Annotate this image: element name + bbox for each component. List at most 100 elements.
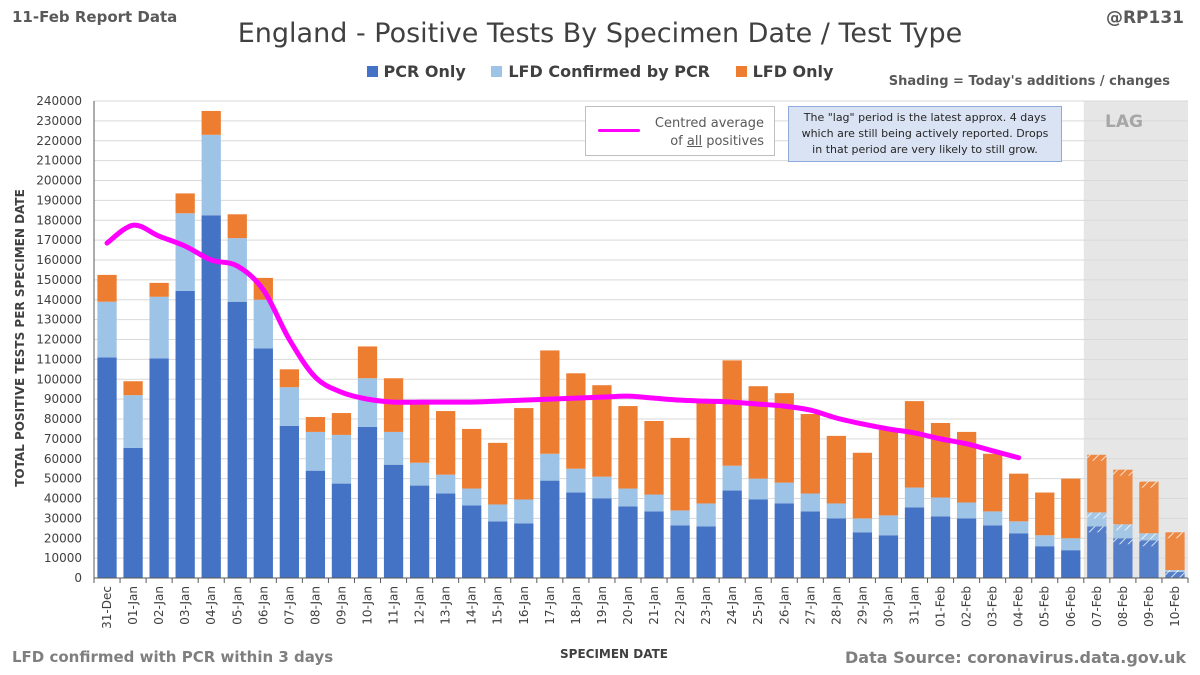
bar-lfd-confirmed — [670, 510, 690, 526]
chart-title: England - Positive Tests By Specimen Dat… — [237, 18, 963, 49]
bar-lfd-confirmed — [800, 493, 820, 512]
bar-pcr — [149, 358, 169, 578]
bar-lfd-only — [930, 422, 951, 498]
x-tick-label: 06-Feb — [1064, 586, 1078, 627]
x-tick-label: 26-Jan — [777, 586, 791, 625]
x-tick-label: 01-Feb — [934, 586, 948, 627]
bar-lfd-confirmed — [436, 474, 456, 494]
bar-pcr — [1035, 546, 1055, 578]
x-tick-label: 31-Dec — [100, 586, 114, 629]
y-tick-label: 220000 — [36, 134, 82, 148]
bar-lfd-only — [904, 401, 925, 488]
shading-note: Shading = Today's additions / changes — [888, 74, 1170, 89]
bar-pcr — [97, 357, 117, 578]
bar-pcr — [357, 426, 378, 578]
footnote: LFD confirmed with PCR within 3 days — [12, 648, 334, 666]
bar-pcr — [852, 532, 873, 578]
bar-pcr — [331, 483, 352, 578]
legend-swatch-lfd-confirmed — [491, 66, 503, 77]
legend-swatch-pcr — [366, 66, 378, 77]
bar-lfd-confirmed-change-hatch — [1087, 512, 1107, 519]
bar-pcr — [436, 493, 456, 578]
bar-lfd-only — [97, 274, 117, 302]
bar-lfd-confirmed — [331, 434, 352, 484]
legend-item-lfd-confirmed: LFD Confirmed by PCR — [491, 62, 710, 81]
y-tick-label: 100000 — [36, 372, 82, 386]
bar-pcr — [201, 215, 221, 578]
x-tick-label: 04-Jan — [204, 586, 218, 625]
bar-pcr — [618, 506, 638, 578]
bar-lfd-confirmed-change-hatch — [1139, 533, 1159, 540]
bar-lfd-only — [1139, 481, 1159, 534]
bar-lfd-only — [748, 386, 768, 479]
bar-lfd-confirmed — [514, 499, 534, 524]
bar-lfd-confirmed — [956, 502, 977, 519]
y-tick-label: 240000 — [36, 94, 82, 108]
y-tick-label: 140000 — [36, 293, 82, 307]
bar-lfd-confirmed — [305, 431, 326, 471]
bar-lfd-only — [618, 406, 638, 489]
bar-lfd-confirmed — [227, 238, 247, 302]
x-tick-label: 09-Jan — [334, 586, 348, 625]
x-tick-label: 23-Jan — [699, 586, 713, 625]
y-tick-label: 20000 — [44, 531, 82, 545]
bar-lfd-confirmed — [462, 488, 482, 506]
x-tick-label: 04-Feb — [1012, 586, 1026, 627]
bar-pcr — [279, 425, 299, 578]
bar-lfd-confirmed — [1009, 521, 1029, 534]
bar-lfd-only — [331, 413, 352, 435]
bar-lfd-only-change-hatch — [1139, 481, 1159, 488]
legend-item-lfd-only: LFD Only — [735, 62, 834, 81]
x-tick-label: 25-Jan — [751, 586, 765, 625]
bar-lfd-only — [1165, 532, 1185, 571]
lag-label: LAG — [1105, 112, 1143, 132]
bar-lfd-only — [826, 435, 846, 504]
bar-lfd-confirmed — [696, 503, 716, 527]
bar-lfd-only — [566, 373, 586, 469]
bar-lfd-only — [175, 193, 195, 214]
bar-pcr — [305, 470, 326, 578]
average-label-emph: all — [686, 134, 703, 149]
bar-pcr — [826, 518, 846, 578]
y-tick-label: 0 — [74, 571, 82, 585]
bar-lfd-only-change-hatch — [1113, 469, 1133, 476]
bar-lfd-only — [409, 400, 430, 463]
bar-lfd-only — [357, 346, 378, 379]
bar-pcr-change-hatch — [1165, 572, 1185, 578]
average-label-suffix: positives — [702, 134, 764, 149]
bar-pcr — [1113, 538, 1133, 578]
x-tick-label: 14-Jan — [465, 586, 479, 625]
bar-pcr — [123, 447, 143, 578]
y-tick-label: 160000 — [36, 253, 82, 267]
bar-lfd-only — [462, 428, 482, 489]
bar-lfd-confirmed — [123, 395, 143, 448]
y-tick-label: 180000 — [36, 213, 82, 227]
bar-lfd-only — [852, 452, 873, 519]
bar-lfd-confirmed — [618, 488, 638, 507]
bar-lfd-only-change-hatch — [1165, 532, 1185, 539]
legend-label-pcr: PCR Only — [383, 62, 466, 81]
y-tick-labels: 0 10000 20000 30000 40000 50000 60000 70000 8000… — [36, 94, 82, 585]
y-tick-label: 80000 — [44, 412, 82, 426]
bar-pcr — [800, 511, 820, 578]
bar-lfd-only — [722, 360, 742, 466]
bar-lfd-confirmed — [878, 515, 899, 536]
x-tick-label: 07-Feb — [1090, 586, 1104, 627]
data-source: Data Source: coronavirus.data.gov.uk — [845, 648, 1186, 667]
y-tick-label: 10000 — [44, 551, 82, 565]
bar-lfd-confirmed — [644, 494, 664, 512]
bar-lfd-confirmed-change-hatch — [1113, 524, 1133, 531]
x-tick-label: 08-Jan — [308, 586, 322, 625]
bar-lfd-confirmed — [1061, 538, 1081, 551]
average-legend-line — [598, 129, 640, 132]
bar-lfd-confirmed — [774, 482, 794, 504]
legend-label-lfd-only: LFD Only — [752, 62, 834, 81]
bar-lfd-confirmed — [930, 497, 951, 517]
lag-note: The "lag" period is the latest approx. 4… — [788, 106, 1062, 162]
bar-lfd-only — [670, 437, 690, 511]
bar-lfd-only — [774, 393, 794, 483]
y-tick-label: 150000 — [36, 273, 82, 287]
bar-lfd-only — [1009, 473, 1029, 522]
bar-pcr — [644, 511, 664, 578]
